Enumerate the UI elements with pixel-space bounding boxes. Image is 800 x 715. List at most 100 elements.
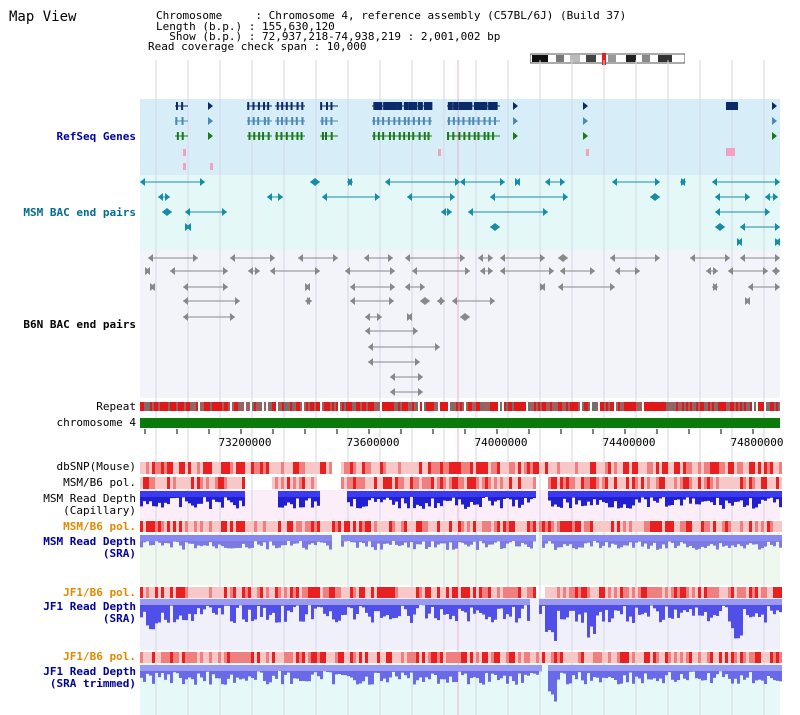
heat-cell [575, 521, 578, 532]
heat-cell [140, 521, 143, 532]
depth-bar [386, 497, 389, 498]
bac-end [405, 283, 410, 291]
heat-cell [755, 477, 758, 489]
repeat-cell [702, 402, 704, 411]
heat-cell [380, 477, 383, 489]
heat-cell [614, 587, 617, 598]
heat-cell [224, 462, 227, 474]
depth-bar [188, 541, 191, 544]
depth-bar [299, 599, 302, 605]
depth-bar [362, 671, 365, 682]
repeat-cell [696, 402, 698, 411]
bac-end [350, 283, 355, 291]
depth-bar [413, 541, 416, 550]
heat-cell [629, 462, 632, 474]
depth-bar [419, 535, 422, 541]
depth-bar [662, 599, 665, 605]
depth-bar [353, 605, 356, 620]
heat-cell [380, 587, 383, 598]
depth-bar [680, 599, 683, 605]
heat-cell [521, 462, 524, 474]
depth-bar [383, 605, 386, 617]
depth-bar [239, 497, 242, 501]
bac-end [773, 193, 778, 201]
depth-bar [710, 599, 713, 605]
depth-bar [203, 599, 206, 605]
repeat-cell [642, 402, 644, 411]
depth-bar [767, 497, 770, 499]
heat-cell [242, 462, 245, 474]
depth-bar [287, 491, 290, 497]
depth-bar [761, 599, 764, 605]
depth-bar [323, 665, 326, 671]
heat-cell [590, 477, 593, 489]
heat-cell [617, 462, 620, 474]
gene-exon [267, 132, 270, 140]
heat-cell [245, 652, 248, 663]
heat-cell [416, 587, 419, 598]
heat-cell [425, 587, 428, 598]
depth-bar [776, 541, 779, 542]
heat-cell [173, 477, 176, 489]
depth-bar [716, 605, 719, 616]
repeat-cell [144, 402, 146, 411]
heat-cell [383, 587, 386, 598]
heat-cell [725, 477, 728, 489]
heat-cell [236, 521, 239, 532]
heat-cell [764, 521, 767, 532]
depth-bar [428, 497, 431, 507]
info-length: Length (b.p.) : 155,630,120 [156, 20, 335, 33]
depth-bar [551, 491, 554, 497]
depth-bar [467, 605, 470, 622]
depth-bar [488, 665, 491, 671]
repeat-cell [710, 402, 712, 411]
depth-bar [767, 541, 770, 542]
depth-bar [359, 535, 362, 541]
heat-cell [626, 652, 629, 663]
depth-bar [689, 497, 692, 504]
depth-bar [167, 497, 170, 505]
repeat-cell [536, 402, 538, 411]
depth-bar [158, 605, 161, 623]
depth-bar [650, 497, 653, 498]
heat-cell [656, 587, 659, 598]
heat-cell [488, 587, 491, 598]
depth-bar [503, 671, 506, 676]
heat-cell [422, 462, 425, 474]
heat-cell [275, 462, 278, 474]
depth-bar [626, 497, 629, 509]
depth-bar [458, 497, 461, 500]
label-b6n-bac[interactable]: B6N BAC end pairs [23, 318, 136, 331]
heat-cell [227, 652, 230, 663]
heat-cell [167, 462, 170, 474]
depth-bar [164, 665, 167, 671]
label-refseq[interactable]: RefSeq Genes [56, 130, 136, 143]
chromosome-ideogram[interactable] [530, 53, 685, 65]
depth-bar [632, 665, 635, 671]
depth-bar [347, 491, 350, 497]
heat-cell [671, 521, 674, 532]
depth-bar [662, 665, 665, 671]
depth-bar [587, 535, 590, 541]
heat-cell [734, 521, 737, 532]
depth-bar [191, 497, 194, 506]
repeat-cell [362, 402, 364, 411]
repeat-cell [306, 402, 308, 411]
bac-end [170, 267, 175, 275]
depth-bar [371, 605, 374, 623]
depth-bar [206, 605, 209, 606]
depth-bar [728, 541, 731, 548]
depth-bar [638, 665, 641, 671]
depth-bar [779, 535, 782, 541]
heat-cell [563, 462, 566, 474]
heat-cell [740, 587, 743, 598]
depth-bar [176, 497, 179, 498]
label-msm-bac[interactable]: MSM BAC end pairs [23, 206, 136, 219]
depth-bar [416, 497, 419, 505]
depth-bar [284, 599, 287, 605]
gene-exon [280, 117, 283, 125]
depth-bar [197, 665, 200, 671]
depth-bar [668, 541, 671, 542]
heat-cell [290, 652, 293, 663]
